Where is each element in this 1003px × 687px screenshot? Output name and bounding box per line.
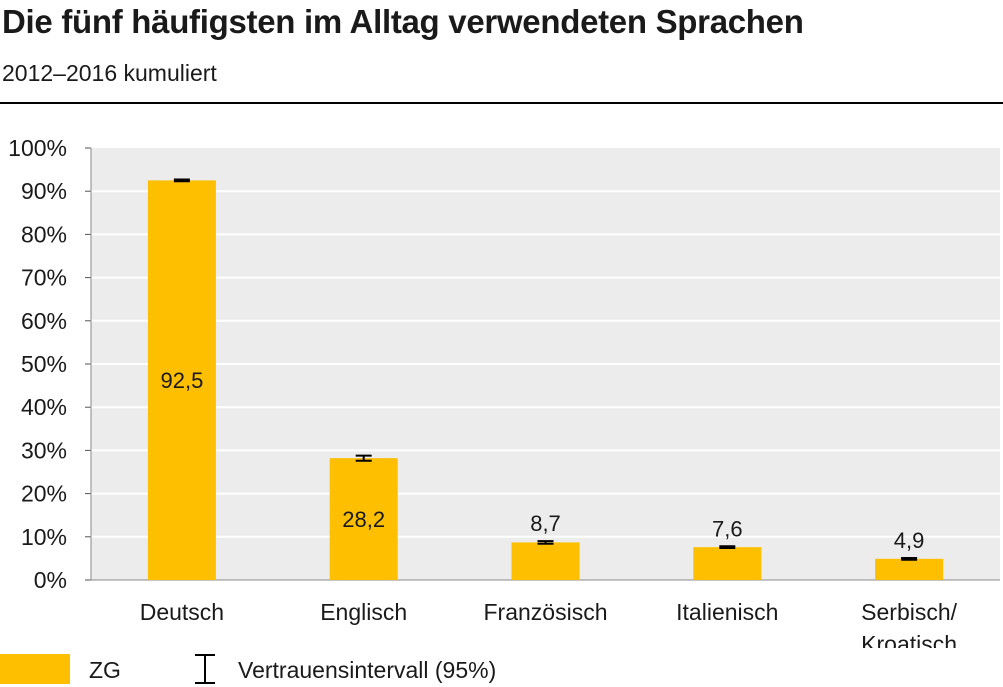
bar-chart: 0% 10% 20% 30% 40% 50% 60% 70% 80% 90% 100% 92,5 Deu… bbox=[8, 135, 1000, 648]
y-tick-label: 80% bbox=[21, 221, 67, 247]
y-tick-label: 30% bbox=[21, 437, 67, 463]
chart-title: Die fünf häufigsten im Alltag verwendete… bbox=[2, 3, 804, 40]
value-label-2: 28,2 bbox=[342, 507, 385, 532]
value-label-5: 4,9 bbox=[894, 528, 925, 553]
x-tick-label: Französisch bbox=[484, 599, 608, 625]
chart-subtitle: 2012–2016 kumuliert bbox=[2, 60, 217, 86]
bar-5 bbox=[875, 558, 944, 580]
y-tick-label: 90% bbox=[21, 178, 67, 204]
value-label-4: 7,6 bbox=[712, 516, 743, 541]
y-tick-label: 10% bbox=[21, 524, 67, 550]
bar-3 bbox=[511, 542, 580, 580]
bar-4 bbox=[693, 547, 762, 580]
legend: ZG Vertrauensintervall (95%) bbox=[0, 648, 1003, 686]
y-tick-label: 70% bbox=[21, 265, 67, 291]
y-tick-label: 20% bbox=[21, 481, 67, 507]
value-label-3: 8,7 bbox=[530, 511, 561, 536]
bar-1 bbox=[147, 180, 216, 580]
x-tick-label: Englisch bbox=[320, 599, 407, 625]
x-tick-label: Kroatisch bbox=[861, 631, 957, 648]
value-label-1: 92,5 bbox=[160, 368, 203, 393]
bar-2 bbox=[329, 458, 398, 580]
y-tick-label: 40% bbox=[21, 394, 67, 420]
y-tick-label: 50% bbox=[21, 351, 67, 377]
x-tick-label: Italienisch bbox=[676, 599, 778, 625]
y-tick-label: 0% bbox=[34, 567, 67, 593]
legend-label-zg: ZG bbox=[89, 657, 121, 683]
legend-swatch-zg bbox=[0, 654, 70, 684]
y-tick-label: 100% bbox=[8, 135, 67, 161]
confidence-interval-icon bbox=[195, 654, 215, 684]
title-divider bbox=[0, 102, 1003, 104]
legend-label-ci: Vertrauensintervall (95%) bbox=[238, 657, 497, 683]
y-tick-label: 60% bbox=[21, 308, 67, 334]
x-tick-label: Serbisch/ bbox=[861, 599, 957, 625]
x-tick-label: Deutsch bbox=[140, 599, 224, 625]
